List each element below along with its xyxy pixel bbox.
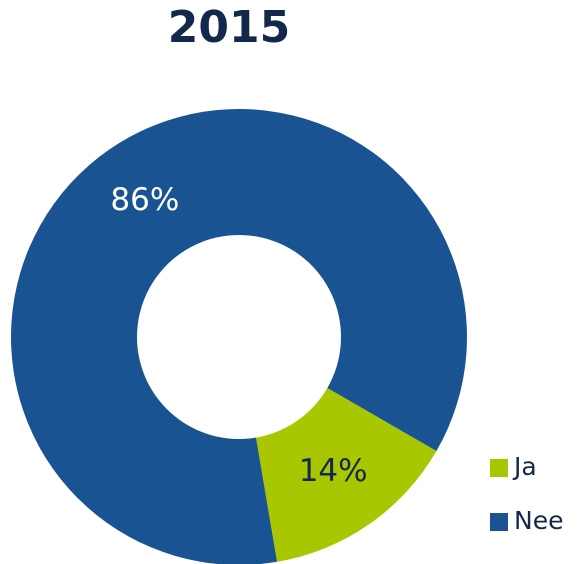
- legend-swatch: [490, 513, 508, 531]
- legend-swatch: [490, 459, 508, 477]
- donut-segment: [11, 108, 467, 564]
- chart-title: 2015: [168, 2, 290, 53]
- donut-segment: [256, 388, 437, 562]
- data-label: 86%: [110, 182, 179, 218]
- data-label: 14%: [299, 453, 368, 489]
- legend-label: Nee: [514, 506, 563, 535]
- legend-label: Ja: [512, 452, 537, 481]
